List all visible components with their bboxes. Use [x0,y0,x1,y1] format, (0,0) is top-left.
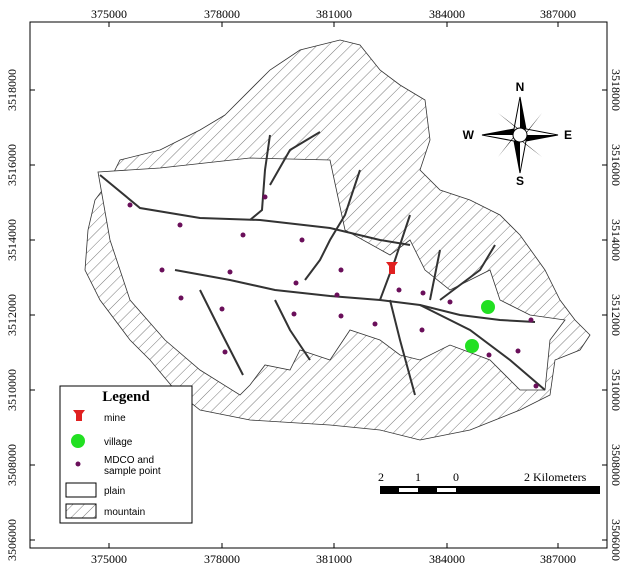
x-coord-label: 375000 [91,7,127,21]
y-coord-label: 3506000 [5,519,19,561]
legend-item: mine [104,413,126,424]
sample-point [160,268,165,273]
page: {"map": { "x_labels": [375000, 378000, 3… [0,0,624,568]
sample-point [487,353,492,358]
sample-point [339,268,344,273]
legend-item: sample point [104,466,161,477]
sample-point [373,322,378,327]
y-coord-label: 3508000 [609,444,623,486]
scale-label: 2 [378,470,384,484]
sample-point [339,314,344,319]
sample-point [223,350,228,355]
compass-w: W [463,128,475,142]
village [481,300,495,314]
scale-label: 0 [453,470,459,484]
legend: Legend mine village MDCO and sample poin… [60,386,192,523]
legend-item: MDCO and [104,455,154,466]
x-coord-label: 378000 [204,7,240,21]
y-coord-label: 3512000 [5,294,19,336]
scale-label: 1 [415,470,421,484]
sample-point [335,293,340,298]
x-coord-label: 384000 [429,552,465,566]
compass-n: N [516,80,525,94]
y-coord-label: 3518000 [5,69,19,111]
x-coord-label: 387000 [540,7,576,21]
sample-point [534,384,539,389]
scale-label: 2 Kilometers [524,470,587,484]
sample-point [292,312,297,317]
legend-title: Legend [102,389,150,405]
x-coord-label: 378000 [204,552,240,566]
sample-point [263,195,268,200]
x-coord-label: 387000 [540,552,576,566]
sample-point [241,233,246,238]
y-coord-label: 3518000 [609,69,623,111]
sample-point [448,300,453,305]
y-coord-label: 3512000 [609,294,623,336]
sample-point [220,307,225,312]
sample-point [179,296,184,301]
sample-point [516,349,521,354]
x-coord-label: 384000 [429,7,465,21]
y-coord-label: 3506000 [609,519,623,561]
sample-point [178,223,183,228]
compass-e: E [564,128,572,142]
x-coord-label: 381000 [316,552,352,566]
sample-point [300,238,305,243]
y-coord-label: 3514000 [609,219,623,261]
x-coord-label: 375000 [91,552,127,566]
map: N E S W Legend mine village MDCO and sam… [0,0,624,568]
y-coord-label: 3514000 [5,219,19,261]
village [465,339,479,353]
legend-item: mountain [104,507,145,518]
compass-s: S [516,174,524,188]
sample-point [294,281,299,286]
y-coord-label: 3508000 [5,444,19,486]
sample-point [529,318,534,323]
sample-point [421,291,426,296]
y-coord-label: 3516000 [609,144,623,186]
y-coord-label: 3510000 [5,369,19,411]
y-coord-label: 3516000 [5,144,19,186]
sample-point [397,288,402,293]
sample-point [228,270,233,275]
sample-point [420,328,425,333]
legend-item: plain [104,486,125,497]
x-coord-label: 381000 [316,7,352,21]
sample-point [128,203,133,208]
legend-item: village [104,437,133,448]
y-coord-label: 3510000 [609,369,623,411]
